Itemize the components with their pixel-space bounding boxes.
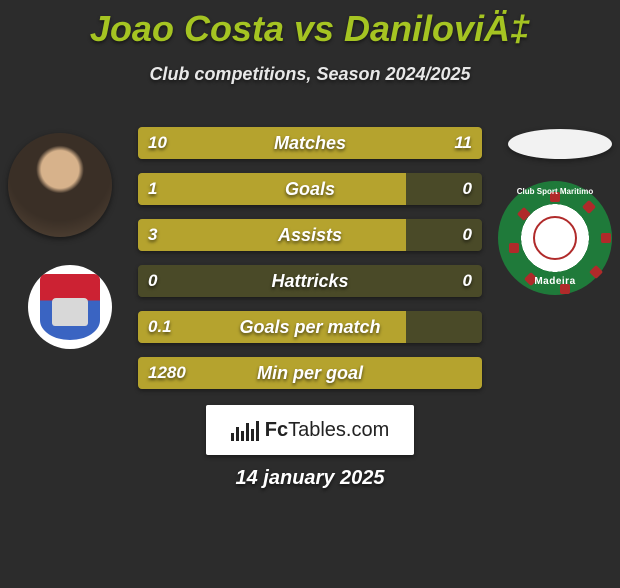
club-right-center-icon xyxy=(533,216,577,260)
stat-label: Goals per match xyxy=(138,311,482,343)
page-title: Joao Costa vs DaniloviÄ‡ xyxy=(0,8,620,50)
stat-label: Assists xyxy=(138,219,482,251)
stat-label: Hattricks xyxy=(138,265,482,297)
brand-bold: Fc xyxy=(265,419,288,441)
club-right-bottom-text: Madeira xyxy=(498,276,612,287)
stat-row: 1011Matches xyxy=(138,127,482,159)
comparison-layout: Club Sport Maritimo Madeira 1011Matches1… xyxy=(0,107,620,487)
stat-row: 1280Min per goal xyxy=(138,357,482,389)
stat-label: Goals xyxy=(138,173,482,205)
stat-row: 10Goals xyxy=(138,173,482,205)
stat-row: 0.1Goals per match xyxy=(138,311,482,343)
brand-text: FcTables.com xyxy=(265,419,390,442)
club-right-badge: Club Sport Maritimo Madeira xyxy=(498,181,612,295)
player-right-avatar xyxy=(508,129,612,159)
club-left-shield-icon xyxy=(40,274,100,340)
stat-row: 30Assists xyxy=(138,219,482,251)
comparison-date: 14 january 2025 xyxy=(0,467,620,490)
stat-row: 00Hattricks xyxy=(138,265,482,297)
brand-bars-icon xyxy=(231,419,259,441)
club-right-top-text: Club Sport Maritimo xyxy=(498,187,612,196)
stat-bars: 1011Matches 10Goals 30Assists 00Hattricks 0.… xyxy=(138,127,482,403)
club-left-badge xyxy=(28,265,112,349)
page-subtitle: Club competitions, Season 2024/2025 xyxy=(0,64,620,85)
stat-label: Matches xyxy=(138,127,482,159)
player-left-avatar xyxy=(8,133,112,237)
brand-badge: FcTables.com xyxy=(206,405,414,455)
brand-rest: Tables.com xyxy=(288,419,389,441)
stat-label: Min per goal xyxy=(138,357,482,389)
